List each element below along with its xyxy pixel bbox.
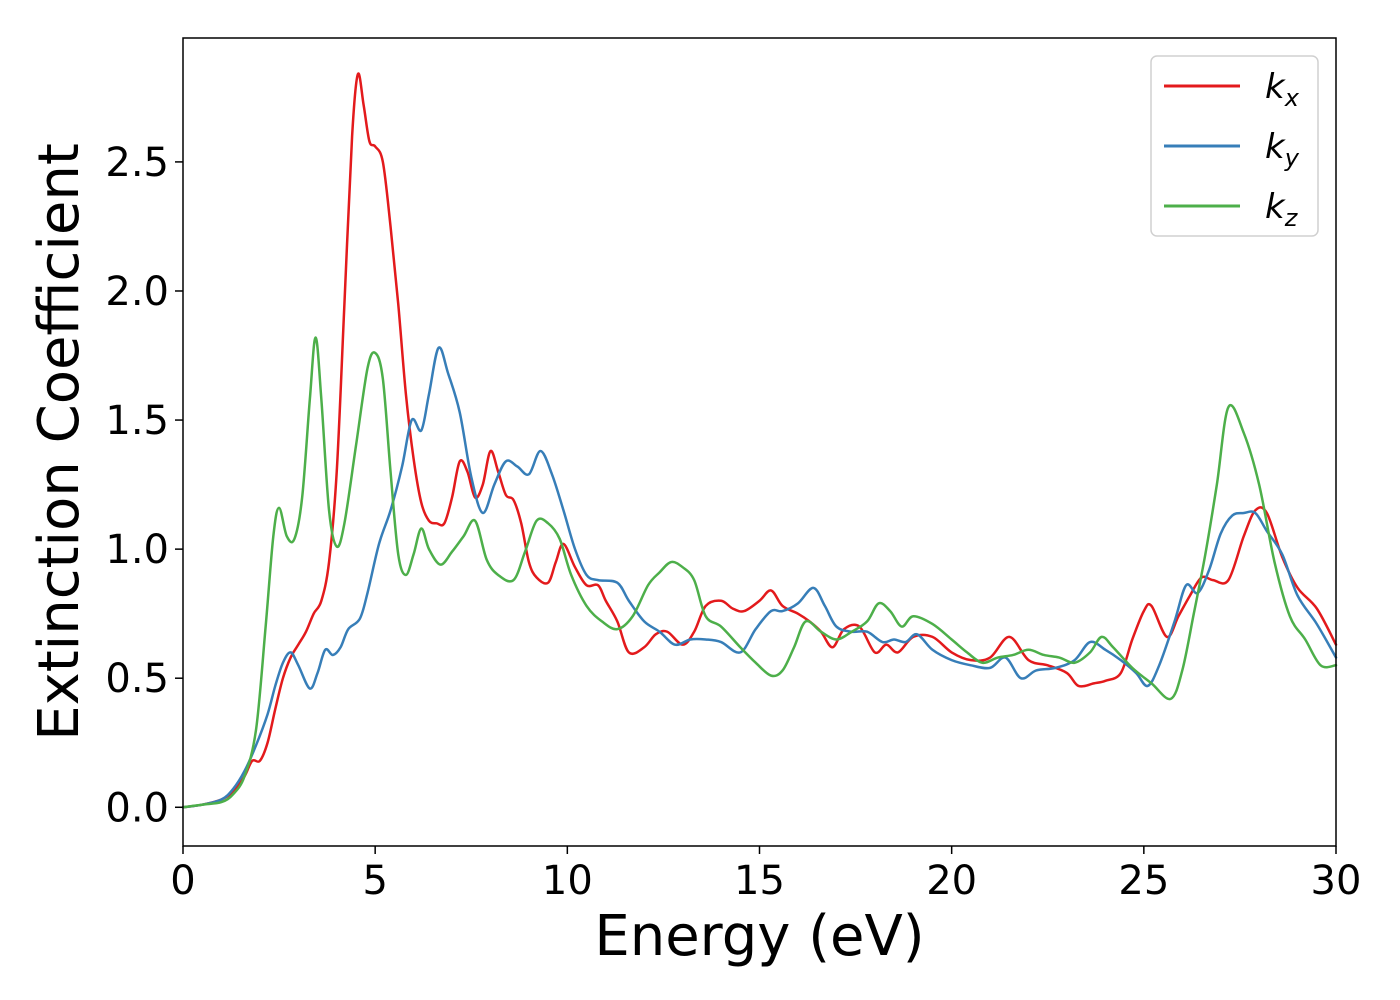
x-tick-label: 5 bbox=[362, 858, 387, 904]
legend-label-ky: ky bbox=[1265, 127, 1300, 172]
legend-label-subscript: y bbox=[1284, 144, 1300, 172]
x-tick-label: 20 bbox=[926, 858, 977, 904]
legend-label-kx: kx bbox=[1265, 67, 1300, 112]
x-tick-label: 30 bbox=[1311, 858, 1362, 904]
y-tick-label: 0.5 bbox=[105, 656, 169, 702]
series-line-kx bbox=[181, 72, 1338, 809]
x-tick-label: 0 bbox=[170, 858, 195, 904]
legend-label-kz: kz bbox=[1265, 187, 1299, 232]
series-line-ky bbox=[181, 346, 1338, 809]
x-axis-label: Energy (eV) bbox=[594, 904, 924, 969]
y-tick-label: 1.5 bbox=[105, 398, 169, 444]
x-tick-label: 25 bbox=[1118, 858, 1169, 904]
y-axis-ticks: 0.0 0.5 1.0 1.5 2.0 2.5 bbox=[105, 140, 183, 831]
legend-label-base: k bbox=[1265, 127, 1286, 167]
legend-label-subscript: x bbox=[1284, 84, 1300, 112]
legend-label-base: k bbox=[1265, 187, 1286, 227]
y-tick-label: 0.0 bbox=[105, 785, 169, 831]
legend-label-base: k bbox=[1265, 67, 1286, 107]
y-tick-label: 2.0 bbox=[105, 269, 169, 315]
x-tick-label: 10 bbox=[542, 858, 593, 904]
x-tick-label: 15 bbox=[734, 858, 785, 904]
plot-area bbox=[183, 38, 1336, 846]
y-tick-label: 1.0 bbox=[105, 527, 169, 573]
y-tick-label: 2.5 bbox=[105, 140, 169, 186]
series-layer bbox=[181, 72, 1338, 809]
y-axis-label: Extinction Coefficient bbox=[27, 143, 92, 741]
series-line-kz bbox=[181, 336, 1338, 809]
legend-label-subscript: z bbox=[1284, 204, 1299, 232]
x-axis-ticks: 0 5 10 15 20 25 30 bbox=[170, 846, 1361, 904]
